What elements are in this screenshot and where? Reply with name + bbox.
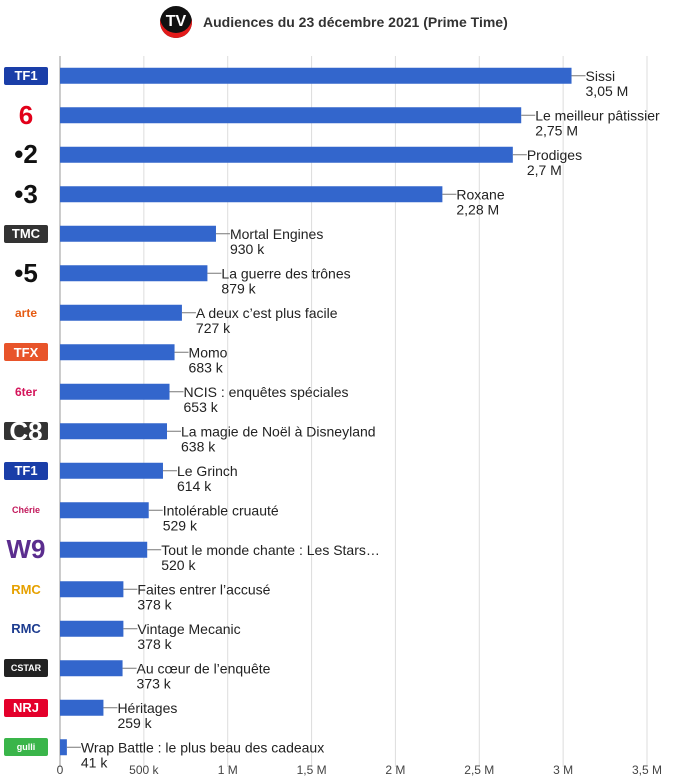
value-label: 373 k	[137, 675, 172, 691]
channel-logo: •3	[4, 179, 48, 210]
channel-logo: 6	[4, 100, 48, 131]
bar	[60, 383, 170, 400]
program-label: Au cœur de l’enquête	[137, 660, 271, 676]
value-label: 529 k	[163, 517, 198, 533]
program-label: Roxane	[456, 186, 504, 202]
bar	[60, 146, 513, 163]
chart-title: Audiences du 23 décembre 2021 (Prime Tim…	[203, 14, 508, 30]
value-label: 683 k	[189, 359, 224, 375]
bar	[60, 67, 572, 84]
program-label: Vintage Mecanic	[137, 621, 240, 637]
program-label: Faites entrer l’accusé	[137, 581, 270, 597]
x-tick-label: 1,5 M	[297, 763, 327, 777]
x-tick-label: 500 k	[129, 763, 159, 777]
value-label: 930 k	[230, 241, 265, 257]
value-label: 879 k	[221, 280, 256, 296]
value-label: 3,05 M	[586, 83, 629, 99]
gridlines	[59, 56, 648, 767]
value-label: 41 k	[81, 754, 108, 770]
value-label: 378 k	[137, 596, 172, 612]
bar	[60, 462, 163, 479]
tv-logo: TV	[160, 6, 192, 38]
program-label: Le meilleur pâtissier	[535, 107, 660, 123]
channel-logo: gulli	[4, 738, 48, 757]
program-label: A deux c’est plus facile	[196, 305, 338, 321]
program-label: Mortal Engines	[230, 226, 323, 242]
channel-logo: 6ter	[4, 376, 48, 407]
program-label: Intolérable cruauté	[163, 502, 279, 518]
channel-logo: TF1	[4, 66, 48, 85]
bar	[60, 581, 124, 598]
channel-logo: Chérie	[4, 495, 48, 526]
x-tick-label: 2,5 M	[464, 763, 494, 777]
program-label: Tout le monde chante : Les Stars…	[161, 542, 380, 558]
bar	[60, 423, 168, 440]
bar	[60, 225, 216, 242]
value-label: 614 k	[177, 478, 212, 494]
value-label: 2,28 M	[456, 201, 499, 217]
program-label: Momo	[189, 344, 228, 360]
program-label: Wrap Battle : le plus beau des cadeaux	[81, 739, 324, 755]
program-label: Le Grinch	[177, 463, 238, 479]
channel-logo: RMC	[4, 613, 48, 644]
program-label: Prodiges	[527, 147, 582, 163]
bar	[60, 739, 67, 756]
value-label: 653 k	[184, 399, 219, 415]
channel-logo: CSTAR	[4, 659, 48, 678]
bar	[60, 107, 522, 124]
channel-logo: NRJ	[4, 698, 48, 717]
bar	[60, 660, 123, 677]
bar	[60, 265, 208, 282]
chart-header: TV Audiences du 23 décembre 2021 (Prime …	[0, 0, 679, 42]
program-label: La guerre des trônes	[221, 265, 350, 281]
channel-logo: TFX	[4, 343, 48, 362]
value-label: 259 k	[117, 715, 152, 731]
bar	[60, 699, 104, 716]
program-label: NCIS : enquêtes spéciales	[184, 384, 349, 400]
x-tick-label: 3,5 M	[632, 763, 662, 777]
channel-logo: RMC	[4, 574, 48, 605]
program-label: La magie de Noël à Disneyland	[181, 423, 376, 439]
value-label: 638 k	[181, 438, 216, 454]
x-tick-label: 1 M	[218, 763, 238, 777]
bar	[60, 541, 148, 558]
x-tick-label: 3 M	[553, 763, 573, 777]
channel-logo: W9	[4, 534, 48, 565]
bar	[60, 304, 182, 321]
value-label: 727 k	[196, 320, 231, 336]
bar	[60, 186, 443, 203]
channel-logo: arte	[4, 297, 48, 328]
x-axis: 0 500 k 1 M 1,5 M 2 M 2,5 M 3 M 3,5 M	[57, 763, 662, 777]
bars	[60, 67, 572, 756]
program-label: Héritages	[117, 700, 177, 716]
x-tick-label: 2 M	[385, 763, 405, 777]
program-label: Sissi	[586, 68, 616, 84]
bar	[60, 502, 149, 519]
channel-logo: •5	[4, 258, 48, 289]
value-label: 520 k	[161, 557, 196, 573]
channel-logo: TMC	[4, 224, 48, 243]
bar	[60, 620, 124, 637]
value-label: 2,75 M	[535, 122, 578, 138]
value-label: 378 k	[137, 636, 172, 652]
x-tick-label: 0	[57, 763, 64, 777]
channel-logo: •2	[4, 139, 48, 170]
channel-logo: TF1	[4, 461, 48, 480]
value-label: 2,7 M	[527, 162, 562, 178]
bar	[60, 344, 175, 361]
